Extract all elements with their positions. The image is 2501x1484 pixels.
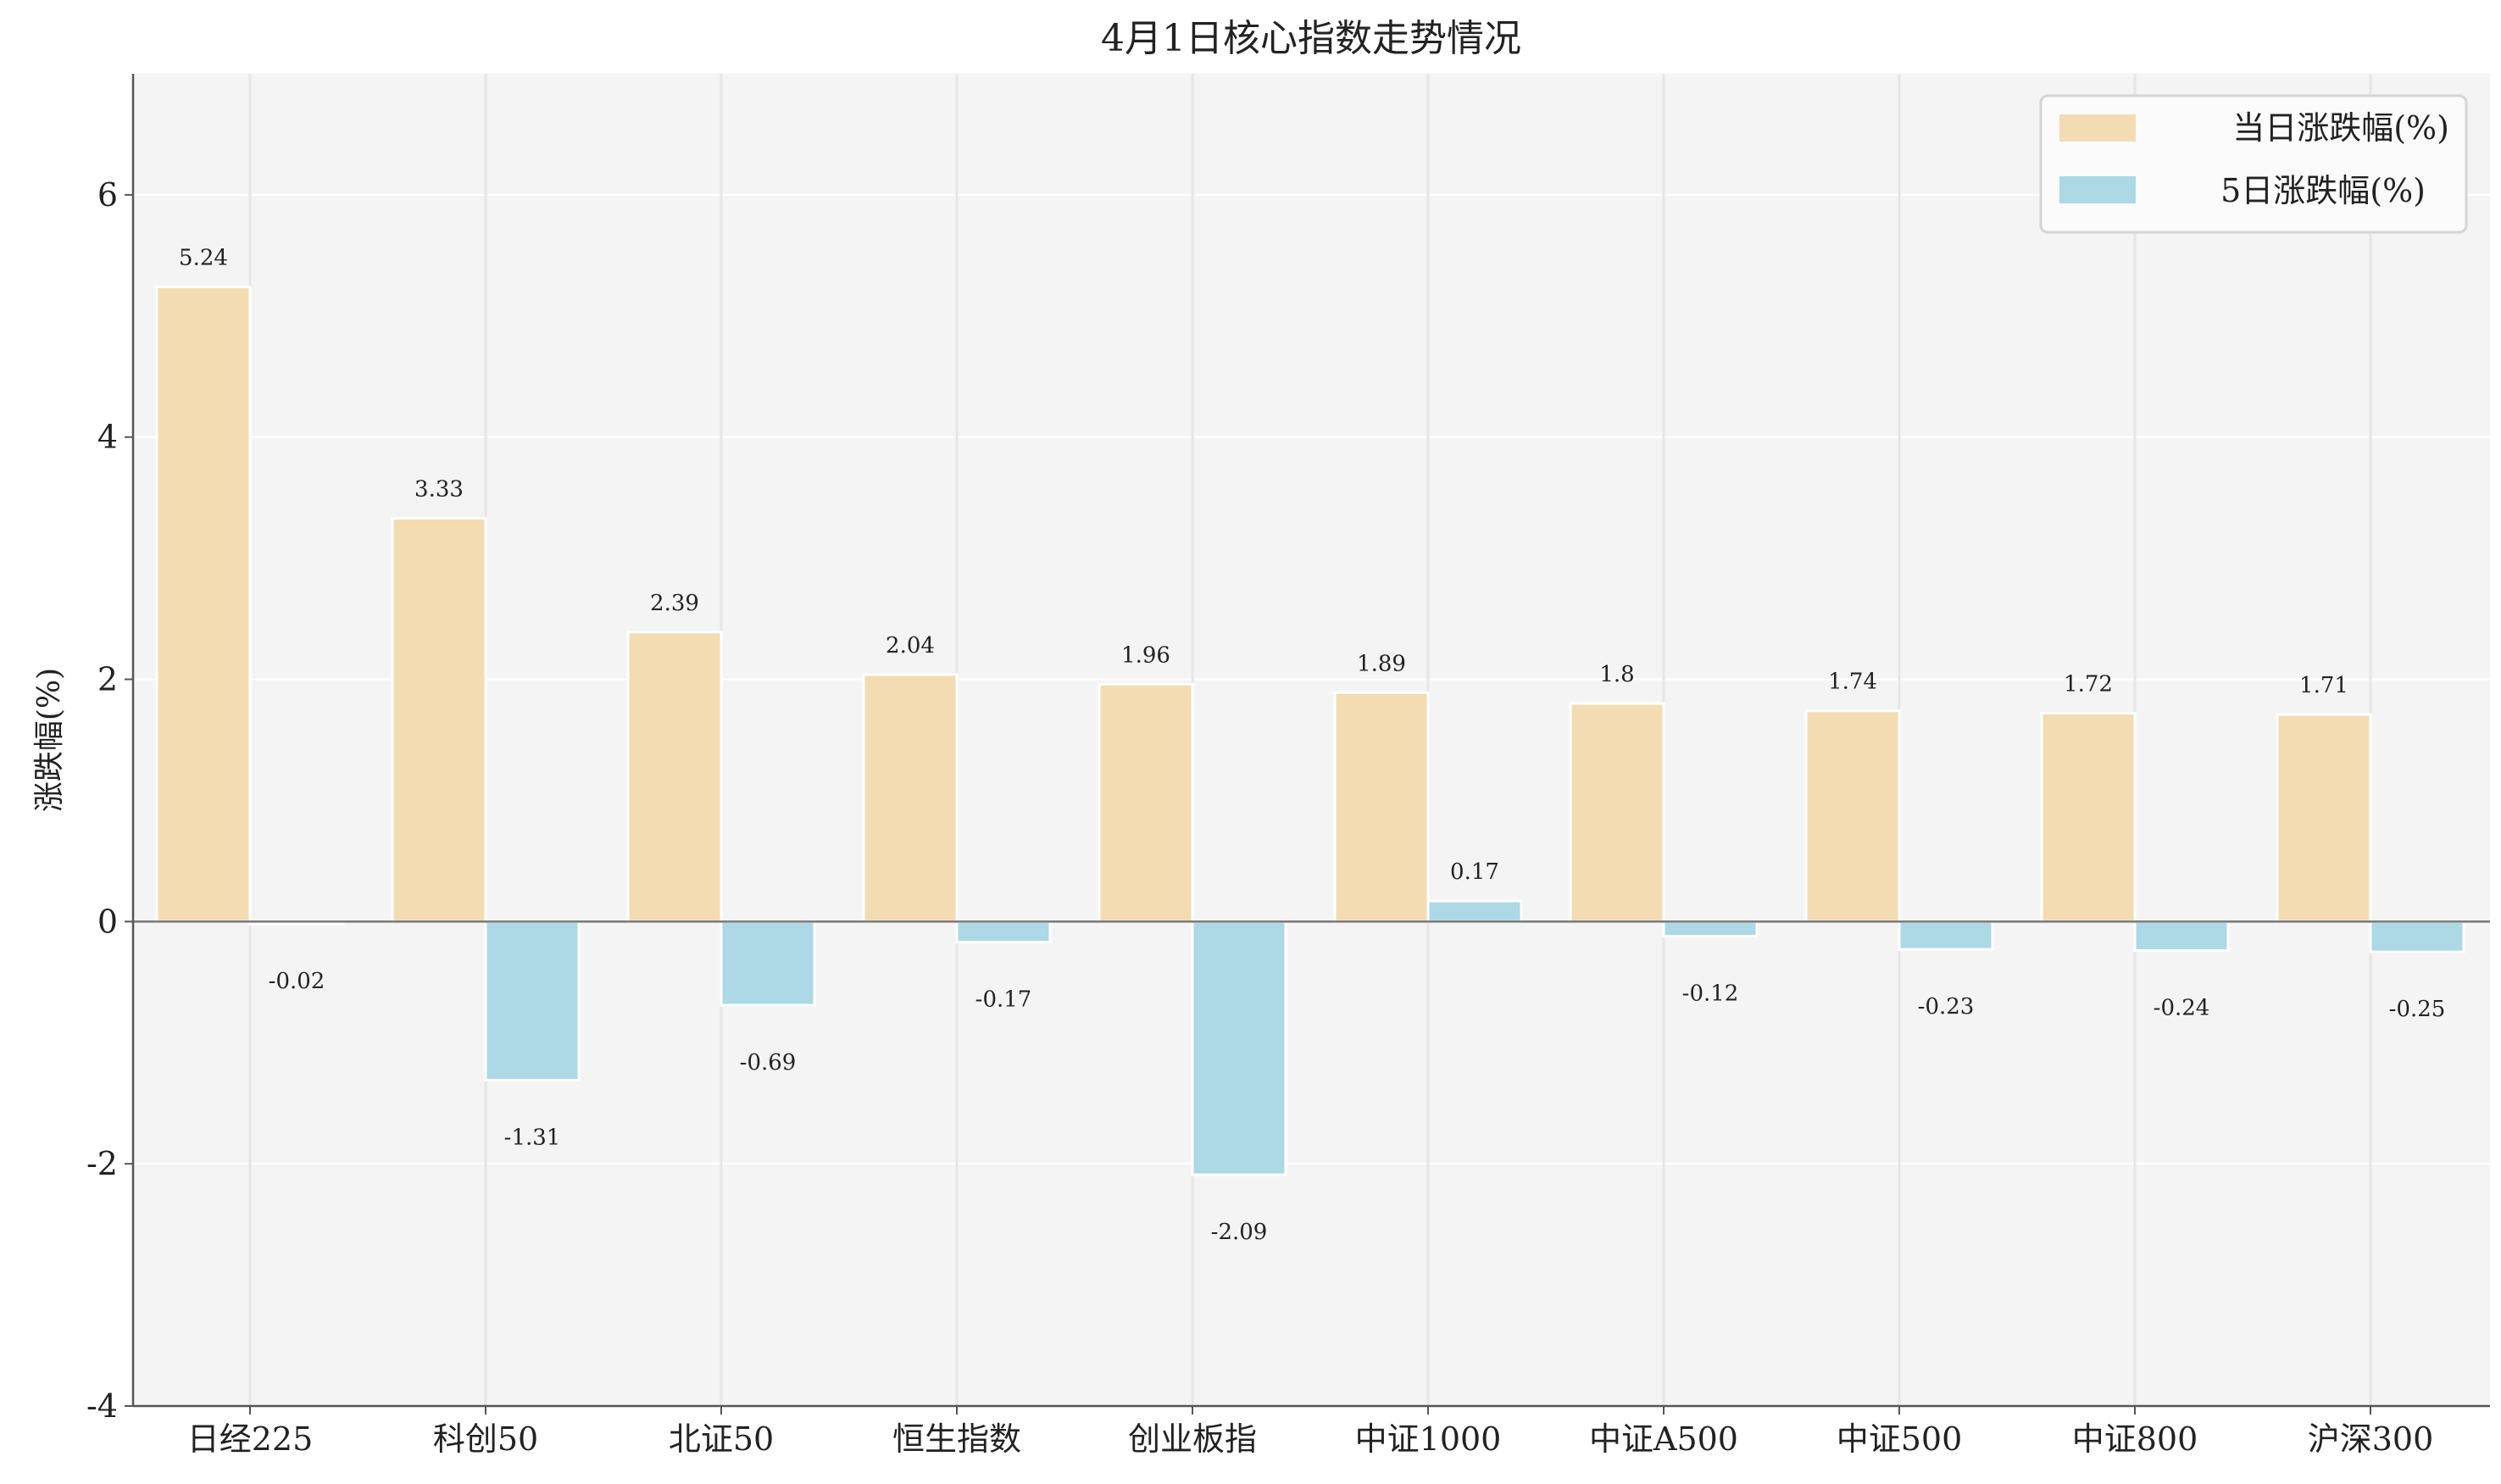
data-label-daily: 2.04: [886, 633, 935, 659]
data-label-daily: 5.24: [179, 246, 228, 271]
data-label-daily: 1.96: [1121, 642, 1170, 668]
bar-5day: [1191, 920, 1287, 1176]
data-label-daily: 1.89: [1357, 651, 1406, 676]
x-tick-label: 中证500: [1837, 1420, 1963, 1458]
bar-daily: [626, 631, 723, 923]
data-label-5day: -0.23: [1918, 994, 1975, 1020]
data-label-5day: -0.69: [740, 1050, 797, 1075]
x-tick-label: 中证1000: [1355, 1420, 1502, 1458]
x-tick-label: 恒生指数: [892, 1420, 1021, 1458]
bars: [155, 286, 2465, 1176]
bar-daily: [1569, 702, 1665, 923]
data-label-5day: -0.17: [975, 987, 1032, 1013]
data-label-5day: -0.24: [2154, 996, 2210, 1021]
bar-5day: [1662, 920, 1759, 938]
y-tick-label: -2: [86, 1145, 118, 1182]
data-label-5day: -0.12: [1682, 981, 1739, 1007]
legend-box: [2039, 94, 2468, 234]
legend-swatch-daily: [2059, 114, 2136, 142]
data-label-5day: -1.31: [504, 1126, 561, 1151]
x-tick-label: 北证50: [669, 1420, 774, 1458]
chart-title: 4月1日核心指数走势情况: [1101, 17, 1521, 60]
data-label-daily: 1.71: [2299, 673, 2348, 698]
legend-label-5day: 5日涨跌幅(%): [2220, 172, 2426, 209]
data-label-5day: 0.17: [1450, 859, 1499, 885]
bar-5day: [2133, 920, 2230, 953]
x-tick-label: 中证800: [2072, 1420, 2198, 1458]
x-tick-label: 日经225: [187, 1420, 314, 1458]
x-tick-label: 中证A500: [1589, 1420, 1738, 1458]
data-label-daily: 1.8: [1599, 662, 1634, 687]
bar-daily: [2276, 713, 2372, 923]
bar-5day: [484, 920, 581, 1082]
legend-label-daily: 当日涨跌幅(%): [2232, 109, 2449, 147]
data-label-daily: 2.39: [650, 591, 699, 616]
y-tick-label: 4: [97, 419, 118, 456]
x-tick-label: 科创50: [433, 1420, 538, 1458]
bar-daily: [1098, 682, 1194, 923]
y-tick-label: 0: [97, 903, 118, 940]
data-label-5day: -0.02: [269, 969, 325, 994]
legend-swatch-5day: [2059, 176, 2136, 203]
y-tick-label: 2: [97, 661, 118, 698]
bar-daily: [1333, 691, 1430, 923]
bar-5day: [955, 920, 1052, 944]
bar-daily: [2040, 712, 2137, 923]
bar-5day: [1426, 899, 1523, 923]
y-axis-label: 涨跌幅(%): [32, 668, 67, 812]
x-tick-label: 创业板指: [1128, 1420, 1257, 1458]
data-label-5day: -2.09: [1211, 1220, 1268, 1245]
bar-daily: [155, 286, 252, 923]
bar-daily: [1804, 709, 1901, 923]
bar-daily: [391, 516, 487, 923]
bar-5day: [1898, 920, 1994, 951]
data-label-5day: -0.25: [2389, 997, 2446, 1022]
data-label-daily: 1.72: [2064, 672, 2113, 698]
x-tick-label: 沪深300: [2308, 1420, 2434, 1458]
x-ticks: 日经225 科创50 北证50 恒生指数 创业板指 中证1000 中证A500 中证500 中证…: [187, 1406, 2434, 1458]
data-labels: 5.24 -0.02 3.33 -1.31 2.39 -0.69 2.04 -0.17 1.96…: [179, 246, 2445, 1246]
data-label-daily: 1.74: [1828, 670, 1877, 695]
y-tick-label: 6: [97, 176, 118, 214]
bar-5day: [720, 920, 816, 1007]
y-tick-label: -4: [86, 1387, 118, 1425]
legend: 当日涨跌幅(%) 5日涨跌幅(%): [2039, 94, 2468, 234]
bar-5day: [2369, 920, 2465, 953]
data-label-daily: 3.33: [414, 476, 464, 502]
y-ticks: -4 -2 0 2 4 6: [86, 176, 133, 1425]
bar-daily: [862, 673, 959, 923]
